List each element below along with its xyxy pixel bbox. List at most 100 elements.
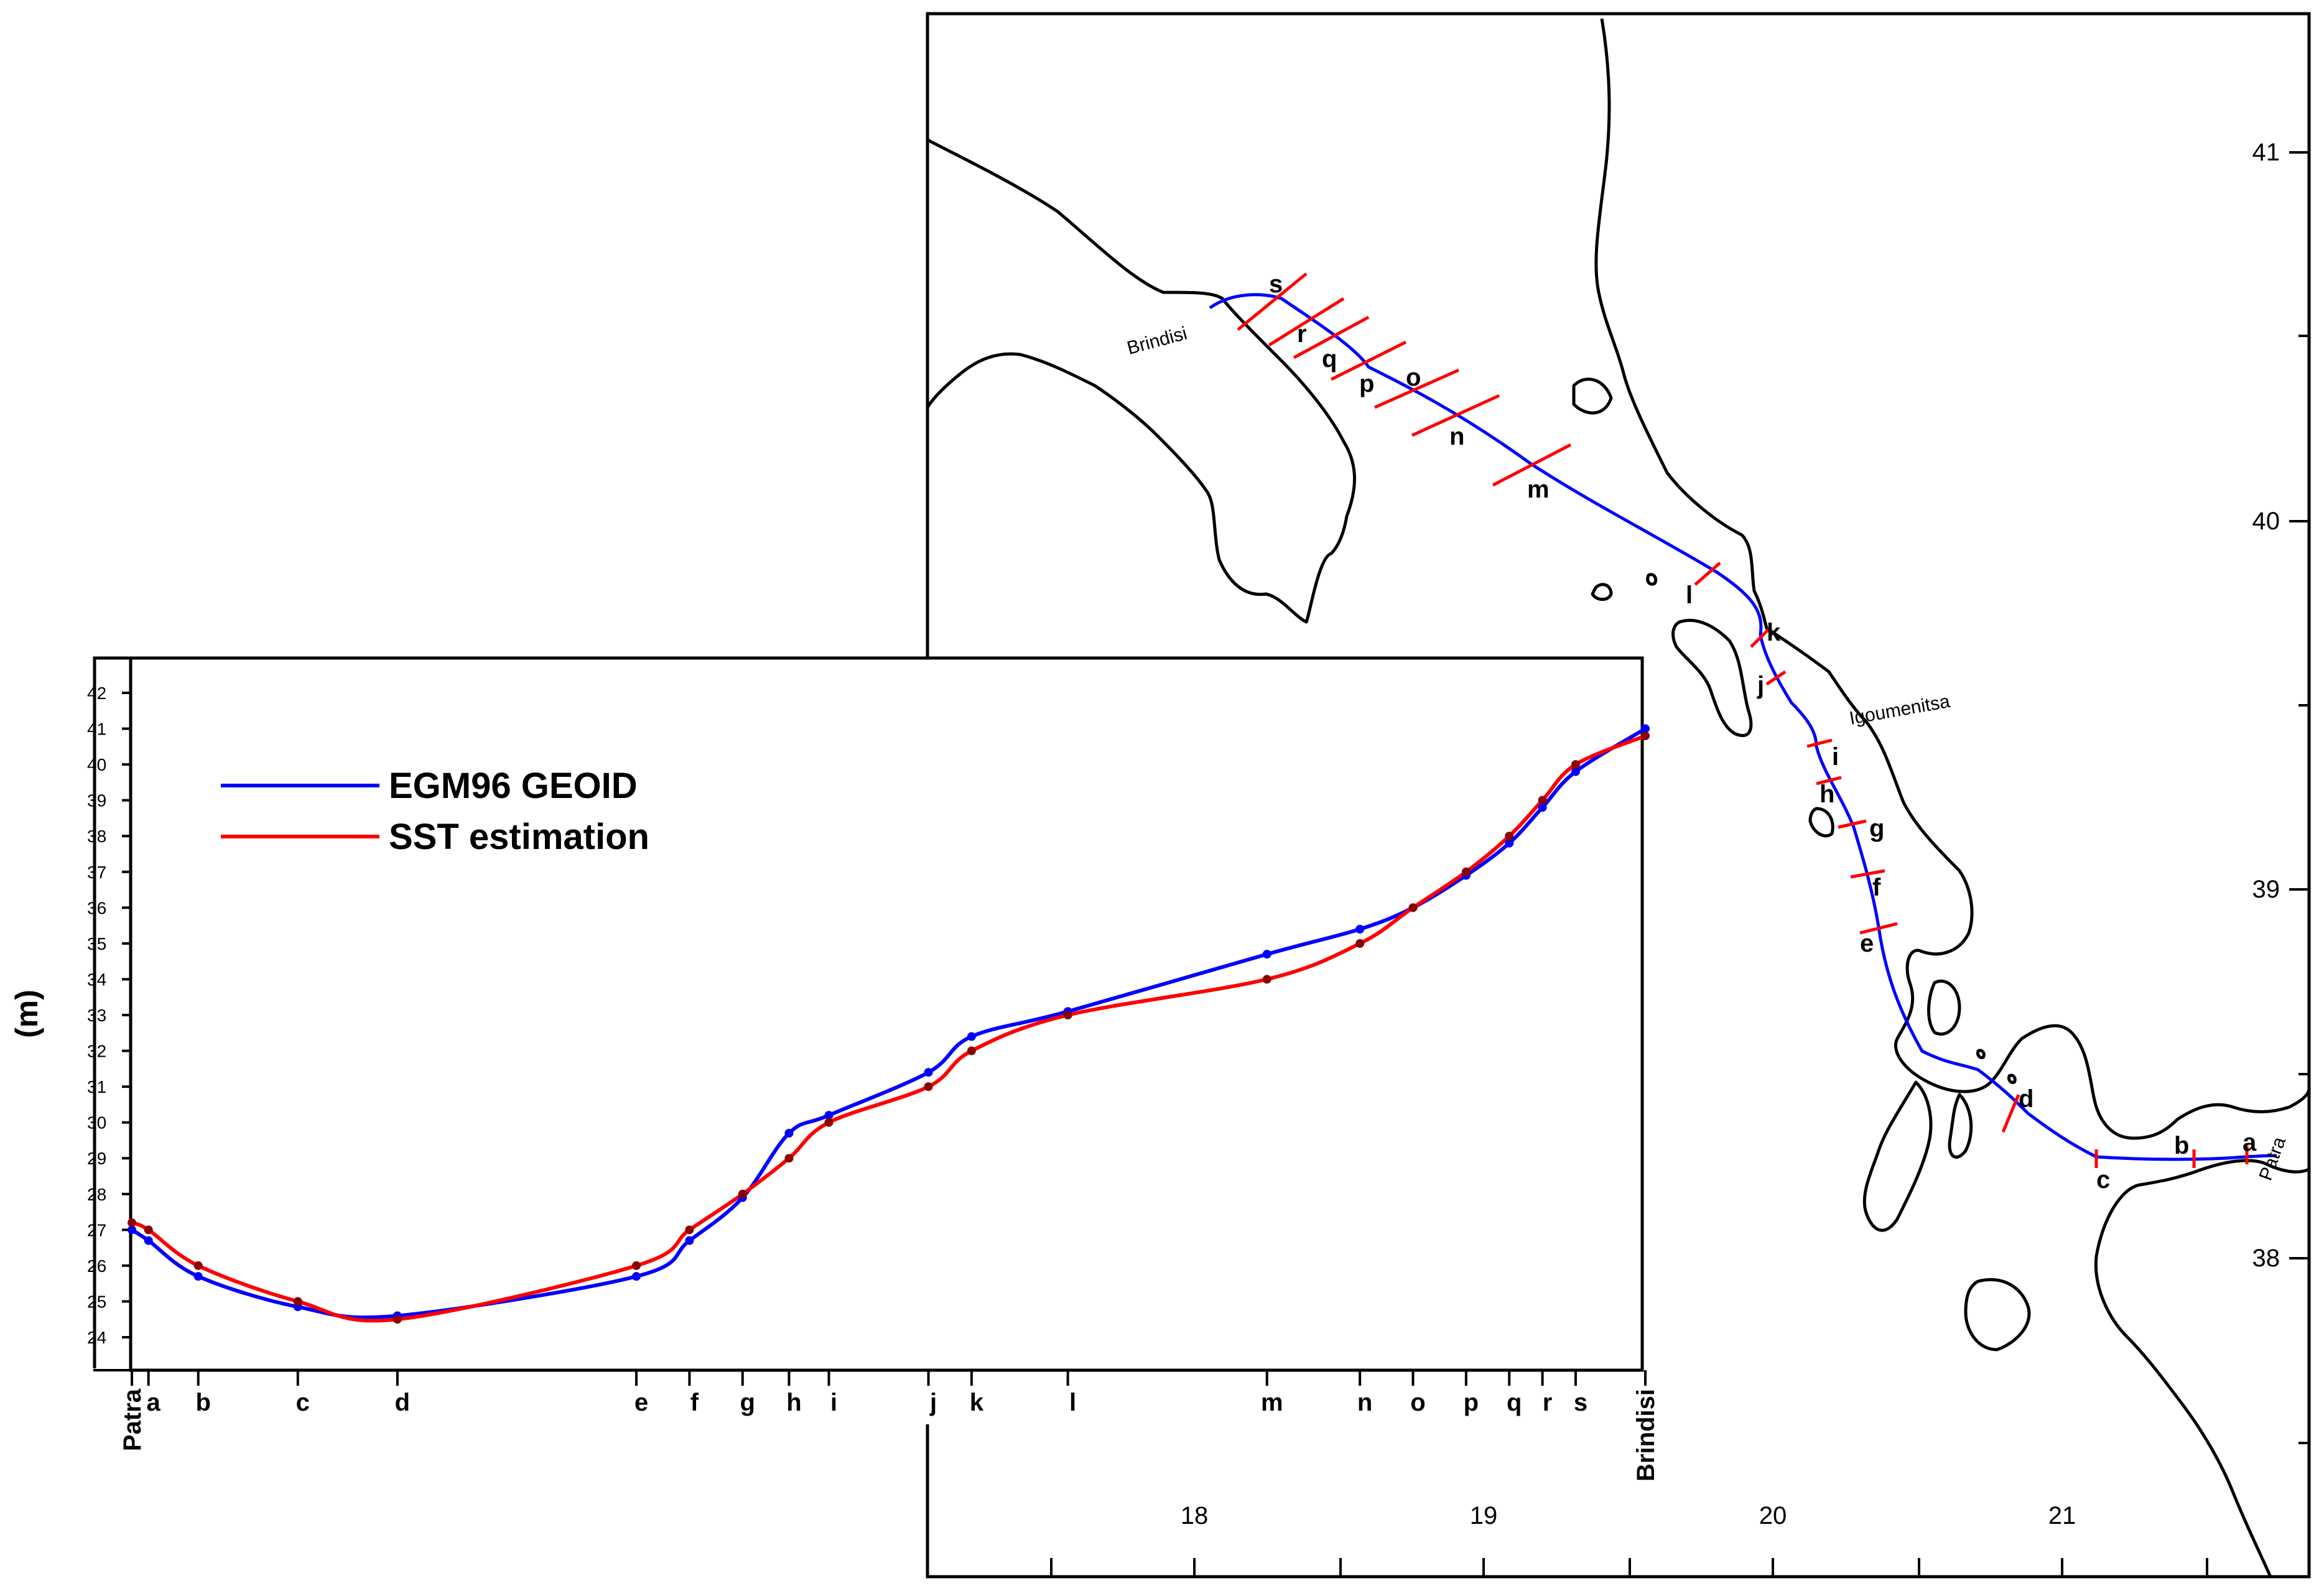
crossing-d: [2001, 1094, 2020, 1133]
data-point: [1408, 903, 1418, 912]
ferry-route: [1209, 293, 2277, 1161]
crossing-q: [1293, 315, 1370, 359]
y-tick-label: 35: [87, 934, 106, 953]
map-frame: [926, 12, 2311, 1579]
italy-coast: [926, 138, 1356, 624]
kefalonia-island: [1862, 1080, 1933, 1232]
lat-tick-label: 40: [2252, 508, 2280, 535]
x-tick-label: i: [830, 1389, 837, 1416]
x-tick-label: p: [1464, 1389, 1479, 1416]
route-label-e: e: [1860, 930, 1874, 957]
small-isle-3: [1976, 1049, 1986, 1059]
y-tick-label: 38: [87, 827, 106, 846]
x-tick-label: o: [1410, 1389, 1425, 1416]
data-point: [1505, 832, 1514, 841]
x-tick-label: l: [1069, 1389, 1076, 1416]
town-label-patra: Patra: [2256, 1134, 2290, 1183]
y-tick-label: 26: [87, 1256, 106, 1276]
balkan-coast: [1594, 18, 2311, 1140]
crossing-m: [1492, 443, 1572, 487]
y-tick-label: 41: [87, 720, 106, 739]
crossing-k: [1750, 627, 1771, 648]
lat-tick-label: 39: [2252, 876, 2280, 903]
route-label-j: j: [1757, 672, 1764, 699]
crossing-i: [1806, 738, 1833, 748]
route-label-a: a: [2243, 1129, 2257, 1156]
data-point: [685, 1236, 694, 1245]
crossing-s: [1237, 272, 1308, 331]
lat-tick-labels: 41 40 39 38: [2252, 139, 2280, 1272]
crossing-p: [1330, 340, 1407, 381]
data-point: [144, 1236, 153, 1245]
lon-tick-label: 21: [2048, 1502, 2076, 1529]
small-isle-4: [2007, 1074, 2017, 1084]
y-tick-label: 25: [87, 1292, 106, 1311]
y-tick-label: 31: [87, 1077, 106, 1097]
data-point: [1461, 867, 1471, 876]
x-tick-label: q: [1507, 1389, 1522, 1416]
x-axis: Patra a b c d e f g h i j k l m n o p q r s Brindisi: [119, 1370, 1660, 1482]
data-point: [784, 1154, 794, 1163]
peloponnese-coast: [2094, 1159, 2310, 1578]
town-label-brindisi: Brindisi: [1125, 323, 1189, 358]
data-point: [967, 1046, 976, 1055]
data-point: [632, 1261, 641, 1270]
x-tick-label: b: [195, 1389, 210, 1416]
y-tick-label: 29: [87, 1149, 106, 1168]
x-tick-label: n: [1357, 1389, 1372, 1416]
lon-axis: [1050, 1558, 2208, 1577]
crossing-f: [1850, 869, 1885, 879]
crossing-lines: [1237, 272, 2249, 1168]
corfu-island: [1671, 618, 1753, 737]
data-point: [1063, 1011, 1072, 1019]
y-tick-label: 37: [87, 863, 106, 882]
data-point: [1538, 796, 1547, 805]
route-label-p: p: [1359, 370, 1374, 397]
legend-label-sst: SST estimation: [389, 817, 649, 857]
y-tick-label: 32: [87, 1042, 106, 1061]
small-isle-1: [1591, 583, 1613, 601]
y-tick-label: 27: [87, 1220, 106, 1240]
paxoi-island: [1808, 807, 1834, 838]
y-tick-label: 24: [87, 1328, 106, 1347]
crossing-l: [1694, 562, 1721, 586]
data-point: [1355, 924, 1365, 934]
legend: EGM96 GEOID SST estimation: [221, 766, 649, 857]
x-tick-label: m: [1261, 1389, 1283, 1416]
chart-background: [95, 659, 1643, 1424]
northern-isle: [1572, 378, 1613, 415]
lefkada-island: [1927, 980, 1961, 1036]
x-tick-label: s: [1574, 1389, 1587, 1416]
legend-label-egm96: EGM96 GEOID: [389, 766, 638, 806]
route-label-s: s: [1269, 271, 1283, 298]
ithaca-island: [1948, 1093, 1973, 1159]
lat-axis: [2289, 151, 2309, 1444]
route-label-n: n: [1449, 423, 1464, 450]
x-tick-label: r: [1543, 1389, 1553, 1416]
x-tick-label: c: [296, 1389, 310, 1416]
data-point: [924, 1082, 933, 1092]
route-label-r: r: [1297, 320, 1307, 348]
route-label-q: q: [1322, 345, 1337, 373]
chart-outer-edge: [93, 656, 131, 1368]
x-tick-label: d: [395, 1389, 410, 1416]
crossing-r: [1268, 297, 1345, 347]
route-label-f: f: [1872, 874, 1881, 901]
route-label-i: i: [1832, 743, 1839, 771]
route-label-m: m: [1527, 476, 1550, 503]
data-point: [293, 1297, 302, 1306]
crossing-g: [1838, 819, 1867, 829]
y-tick-label: 39: [87, 791, 106, 810]
coastlines: [926, 18, 2311, 1578]
data-point: [1355, 939, 1365, 948]
data-point: [393, 1315, 402, 1324]
lon-tick-labels: 18 19 20 21: [1181, 1502, 2076, 1529]
x-tick-label: g: [740, 1389, 755, 1416]
route-label-o: o: [1406, 364, 1421, 391]
lon-tick-label: 19: [1470, 1502, 1498, 1529]
y-tick-label: 30: [87, 1113, 106, 1133]
data-point: [128, 1225, 136, 1235]
route-label-g: g: [1869, 815, 1884, 842]
x-tick-label: e: [634, 1389, 648, 1416]
